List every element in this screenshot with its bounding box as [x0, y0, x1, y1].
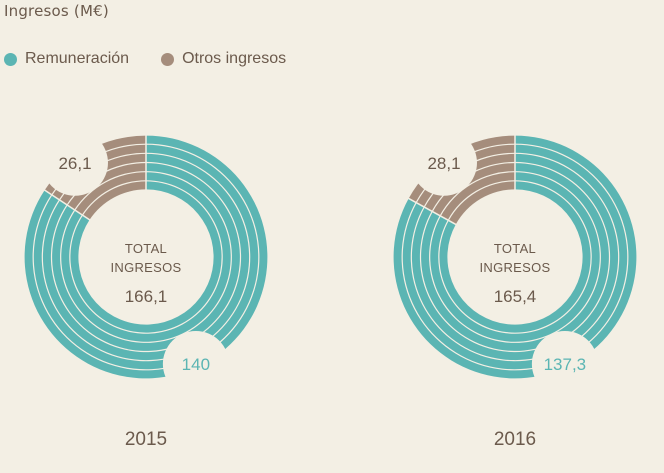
legend-item-otros: Otros ingresos — [161, 50, 286, 68]
center-total-2016: 165,4 — [494, 287, 537, 306]
center-label-line2-2015: INGRESOS — [110, 260, 181, 275]
legend-label-remuneracion: Remuneración — [25, 50, 130, 67]
legend-swatch-otros — [161, 52, 175, 66]
slice-separator-2016-2 — [406, 197, 457, 226]
chart-title: Ingresos (M€) — [4, 2, 109, 20]
slice-separator-2015-2 — [42, 188, 91, 221]
donut-2015: 140 26,1 TOTAL INGRESOS 166,1 2015 — [24, 129, 268, 450]
center-label-line1-2015: TOTAL — [125, 241, 167, 256]
data-label-remuneracion-2016: 137,3 — [544, 355, 587, 374]
slice-otros-2015-ring-1 — [82, 181, 146, 220]
slice-otros-2016-ring-2 — [440, 172, 515, 220]
value-bubble-remuneracion-2016 — [531, 330, 598, 397]
value-bubble-otros-2015 — [41, 129, 108, 196]
year-label-2015: 2015 — [125, 429, 167, 450]
legend-item-remuneracion: Remuneración — [4, 50, 129, 68]
donut-2016: 137,3 28,1 TOTAL INGRESOS 165,4 2016 — [393, 129, 637, 450]
value-bubble-otros-2016 — [410, 129, 477, 196]
center-total-2015: 166,1 — [125, 287, 168, 306]
data-label-otros-2016: 28,1 — [427, 154, 460, 173]
slice-otros-2015-ring-3 — [67, 163, 146, 210]
value-bubble-remuneracion-2015 — [162, 330, 229, 397]
data-label-otros-2015: 26,1 — [58, 154, 91, 173]
center-label-line1-2016: TOTAL — [494, 241, 536, 256]
data-label-remuneracion-2015: 140 — [182, 355, 210, 374]
legend-swatch-remuneracion — [4, 52, 17, 66]
year-label-2016: 2016 — [494, 429, 536, 450]
slice-otros-2015-ring-2 — [75, 172, 146, 215]
center-label-line2-2016: INGRESOS — [479, 260, 550, 275]
legend-label-otros: Otros ingresos — [182, 50, 287, 67]
slice-otros-2016-ring-1 — [448, 181, 515, 225]
legend: Remuneración Otros ingresos — [4, 50, 318, 68]
